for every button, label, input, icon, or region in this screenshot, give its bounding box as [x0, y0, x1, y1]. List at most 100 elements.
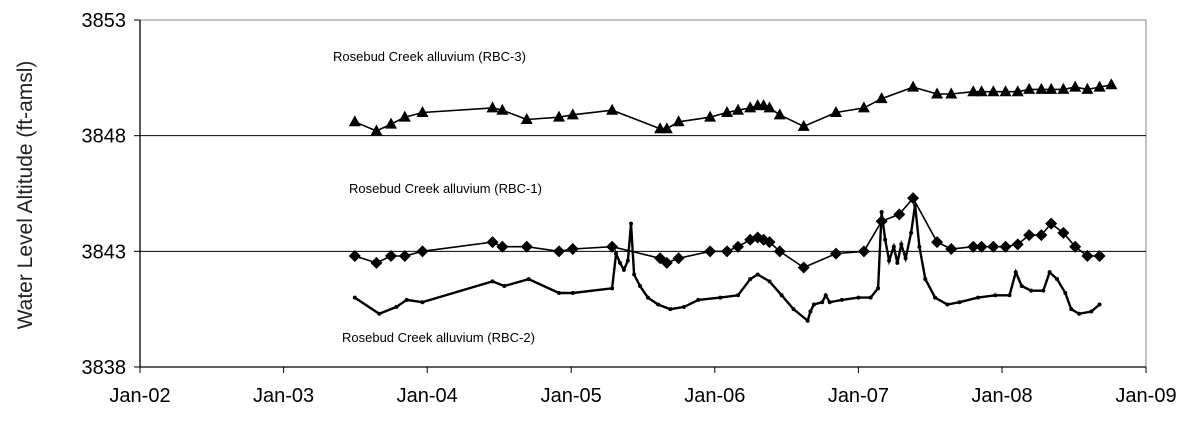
dot-marker: [1089, 309, 1094, 314]
dot-marker: [879, 210, 884, 215]
triangle-marker: [1035, 82, 1048, 94]
x-tick-label: Jan-03: [253, 385, 314, 407]
dot-marker: [629, 221, 634, 226]
dot-marker: [913, 203, 918, 208]
dot-marker: [957, 300, 962, 305]
triangle-marker: [606, 103, 619, 115]
series-3: [352, 203, 1102, 323]
diamond-marker: [931, 236, 944, 249]
triangle-marker: [945, 87, 958, 99]
dot-marker: [1029, 288, 1034, 293]
dot-marker: [993, 293, 998, 298]
diamond-marker: [1023, 229, 1036, 242]
dot-marker: [614, 251, 619, 256]
plot-frame: [139, 19, 1147, 368]
dot-marker: [779, 293, 784, 298]
series-2: [348, 192, 1106, 274]
x-tick-label: Jan-07: [828, 385, 889, 407]
diamond-marker: [987, 240, 1000, 253]
triangle-marker: [520, 112, 533, 124]
dot-marker: [1077, 311, 1082, 316]
diamond-marker: [797, 261, 810, 274]
diamond-marker: [720, 245, 733, 258]
dot-marker: [1007, 293, 1012, 298]
diamond-marker: [348, 249, 361, 262]
triangle-marker: [1057, 82, 1070, 94]
x-tick-label: Jan-06: [684, 385, 745, 407]
triangle-marker: [907, 80, 920, 92]
triangle-marker: [999, 85, 1012, 97]
diamond-marker: [398, 249, 411, 262]
dot-marker: [899, 242, 904, 247]
dot-marker: [1063, 290, 1068, 295]
x-tick-label: Jan-08: [971, 385, 1032, 407]
triangle-marker: [1093, 80, 1106, 92]
diamond-marker: [520, 240, 533, 253]
dot-marker: [748, 277, 753, 282]
diamond-marker: [732, 240, 745, 253]
dot-marker: [917, 244, 922, 249]
diamond-marker: [704, 245, 717, 258]
diamond-marker: [1081, 249, 1094, 262]
diamond-marker: [1035, 229, 1048, 242]
dot-marker: [976, 295, 981, 300]
dot-marker: [1013, 270, 1018, 275]
y-tick-label: 3838: [82, 357, 127, 379]
diamond-marker: [893, 208, 906, 221]
dot-marker: [808, 309, 813, 314]
dot-marker: [420, 300, 425, 305]
annotation-rbc-3: Rosebud Creek alluvium (RBC-3): [333, 49, 526, 64]
dot-marker: [526, 277, 531, 282]
x-tick-label: Jan-02: [109, 385, 170, 407]
triangle-marker: [486, 101, 499, 113]
y-axis-label: Water Level Altitude (ft-amsl): [14, 61, 37, 330]
dot-marker: [820, 300, 825, 305]
dot-marker: [490, 279, 495, 284]
dot-marker: [668, 307, 673, 312]
annotations: Rosebud Creek alluvium (RBC-3) Rosebud C…: [333, 49, 542, 345]
triangle-marker: [732, 103, 745, 115]
diamond-marker: [945, 243, 958, 256]
gridlines: [140, 135, 1146, 252]
dot-marker: [632, 272, 637, 277]
diamond-marker: [486, 236, 499, 249]
dot-marker: [656, 302, 661, 307]
diamond-marker: [566, 243, 579, 256]
y-tick-label: 3843: [82, 241, 127, 263]
triangle-marker: [931, 87, 944, 99]
dot-marker: [839, 297, 844, 302]
dot-marker: [1047, 270, 1052, 275]
diamond-marker: [553, 245, 566, 258]
diamond-marker: [829, 247, 842, 260]
dot-marker: [827, 300, 832, 305]
diamond-marker: [773, 245, 786, 258]
dot-marker: [755, 272, 760, 277]
diamond-marker: [907, 192, 920, 205]
annotation-rbc-2: Rosebud Creek alluvium (RBC-2): [342, 330, 535, 345]
triangle-marker: [348, 115, 361, 127]
triangle-marker: [370, 124, 383, 136]
triangle-marker: [496, 103, 509, 115]
dot-marker: [377, 311, 382, 316]
dot-marker: [638, 284, 643, 289]
dot-marker: [1041, 288, 1046, 293]
dot-marker: [1055, 277, 1060, 282]
dot-marker: [610, 286, 615, 291]
triangle-marker: [1069, 80, 1082, 92]
triangle-marker: [1105, 78, 1118, 90]
dot-marker: [856, 295, 861, 300]
series-1: [348, 78, 1118, 136]
y-tick-label: 3848: [82, 126, 127, 148]
triangle-marker: [857, 101, 870, 113]
dot-marker: [887, 258, 892, 263]
diamond-marker: [1069, 240, 1082, 253]
dot-marker: [404, 297, 409, 302]
dot-marker: [1069, 307, 1074, 312]
y-tick-label: 3853: [82, 10, 127, 32]
axes: 3838 3843 3848 3853 Jan-02 Jan-03 Jan-04 Jan-05…: [82, 10, 1177, 407]
dot-marker: [909, 230, 914, 235]
dot-marker: [933, 295, 938, 300]
series-layer: [348, 78, 1118, 323]
dot-marker: [883, 237, 888, 242]
dot-marker: [352, 295, 357, 300]
